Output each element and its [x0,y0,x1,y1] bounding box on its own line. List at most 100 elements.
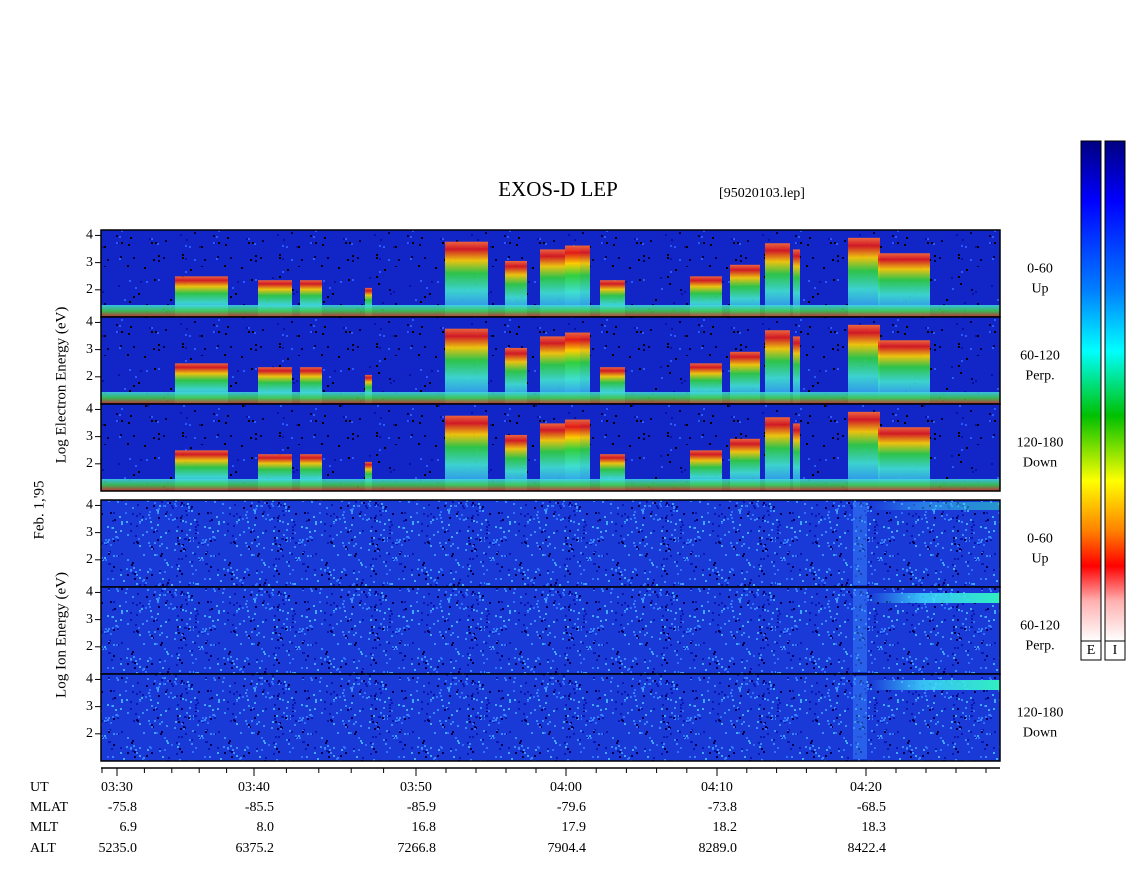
row-label: UT [30,780,49,795]
ephemeris-value: 8422.4 [848,841,887,856]
time-label: 03:50 [400,780,432,795]
colorbar-label-box [1080,640,1102,661]
row-label: MLAT [30,800,69,815]
direction-label: Down [1023,726,1057,741]
y-tick-label: 4 [86,402,93,417]
streak [853,676,867,759]
ephemeris-value: 8289.0 [699,841,738,856]
file-label: [95020103.lep] [719,186,805,201]
burst [445,241,488,317]
direction-label: Down [1023,456,1057,471]
burst [793,423,800,491]
burst [765,417,790,491]
y-tick-label: 2 [86,639,93,654]
ephemeris-value: -73.8 [708,800,737,815]
y-tick-label: 4 [86,498,93,513]
direction-label: Perp. [1025,369,1054,384]
ephemeris-value: -85.5 [245,800,274,815]
burst [445,328,488,404]
low-energy-band [101,305,1000,317]
colorbar [1104,140,1126,642]
y-tick-label: 4 [86,585,93,600]
ephemeris-value: 6.9 [120,820,138,835]
angle-label: 120-180 [1017,706,1064,721]
burst [848,237,880,317]
burst [365,374,372,404]
burst [848,411,880,491]
y-tick-label: 3 [86,525,93,540]
angle-label: 60-120 [1020,619,1060,634]
ephemeris-value: 5235.0 [99,841,138,856]
low-energy-band [101,392,1000,404]
time-label: 04:20 [850,780,882,795]
row-label: MLT [30,820,59,835]
axis-label: Log Electron Energy (eV) [53,307,69,464]
ephemeris-value: 7904.4 [548,841,587,856]
ephemeris-value: 18.2 [713,820,738,835]
colorbar-label-box [1104,640,1126,661]
ion-band [870,593,1000,603]
ephemeris-value: -85.9 [407,800,436,815]
streak [853,589,867,672]
burst [793,249,800,317]
y-tick-label: 3 [86,255,93,270]
y-tick-label: 4 [86,672,93,687]
time-label: 03:30 [101,780,133,795]
low-energy-band [101,479,1000,491]
burst [505,347,527,404]
time-label: 03:40 [238,780,270,795]
y-tick-label: 2 [86,552,93,567]
y-tick-label: 3 [86,342,93,357]
y-tick-label: 3 [86,612,93,627]
spectrogram [101,500,1000,587]
ion-band [870,502,1000,510]
burst [445,415,488,491]
burst [793,336,800,404]
y-tick-label: 2 [86,456,93,471]
y-tick-label: 2 [86,726,93,741]
direction-label: Perp. [1025,639,1054,654]
burst [848,324,880,404]
burst [505,260,527,317]
y-tick-label: 4 [86,228,93,243]
angle-label: 60-120 [1020,349,1060,364]
y-tick-label: 2 [86,282,93,297]
title: EXOS-D LEP [498,177,618,201]
panel-frame [100,403,1001,492]
spectrogram [101,674,1000,761]
ephemeris-value: 18.3 [862,820,887,835]
angle-label: 0-60 [1027,262,1053,277]
ion-band [870,680,1000,690]
burst [765,330,790,404]
spectrogram [101,587,1000,674]
y-tick-label: 3 [86,699,93,714]
colorbar-label: I [1113,643,1118,658]
ephemeris-value: 6375.2 [236,841,275,856]
ephemeris-value: 7266.8 [398,841,437,856]
ephemeris-value: 8.0 [257,820,275,835]
row-label: ALT [30,841,56,856]
time-label: 04:10 [701,780,733,795]
burst [365,461,372,491]
panel-frame [100,673,1001,762]
ephemeris-value: -75.8 [108,800,137,815]
y-tick-label: 3 [86,429,93,444]
angle-label: 120-180 [1017,436,1064,451]
time-label: 04:00 [550,780,582,795]
ephemeris-value: 16.8 [412,820,437,835]
y-tick-label: 4 [86,315,93,330]
streak [853,502,867,585]
burst [365,287,372,317]
ephemeris-value: -68.5 [857,800,886,815]
colorbar-label: E [1087,643,1096,658]
axis-label: Log Ion Energy (eV) [53,572,69,698]
colorbar [1080,140,1102,642]
direction-label: Up [1031,282,1048,297]
ephemeris-value: 17.9 [562,820,587,835]
burst [505,434,527,491]
date-label: Feb. 1,'95 [31,481,47,540]
burst [765,243,790,317]
ephemeris-value: -79.6 [557,800,586,815]
direction-label: Up [1031,552,1048,567]
